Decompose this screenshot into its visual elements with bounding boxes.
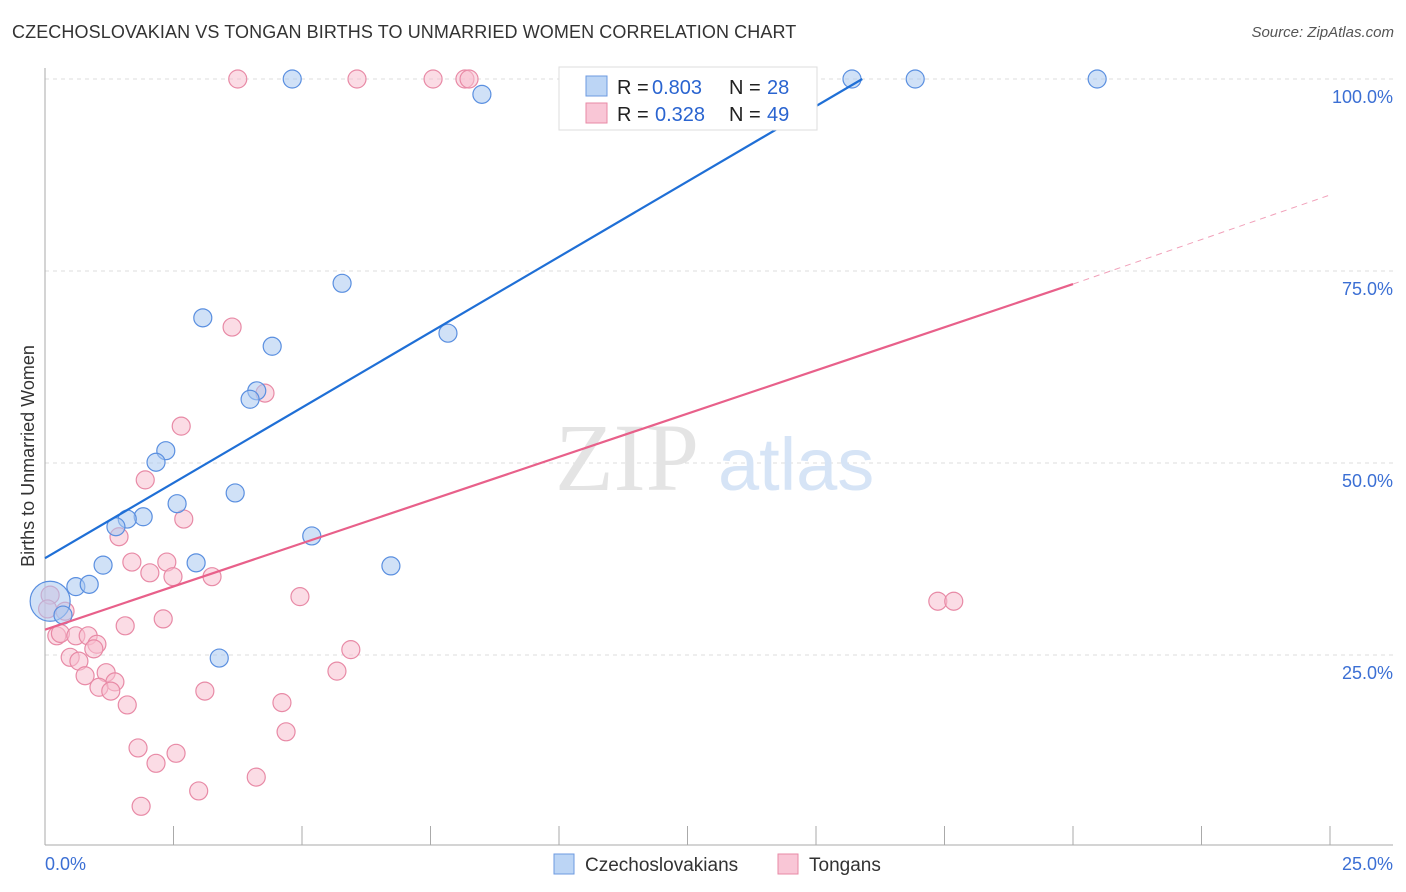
tongan-trend-line (44, 283, 1074, 631)
legend-n-label: N = (729, 77, 761, 99)
x-tick-label-max: 25.0% (1342, 854, 1393, 874)
tongan-point (115, 616, 135, 636)
czechoslovakian-point (146, 452, 166, 472)
trend-lines (44, 78, 1331, 631)
grid-lines (45, 78, 1393, 656)
czechoslovakian-point (332, 273, 352, 293)
tongan-point (189, 781, 209, 801)
y-tick-label: 50.0% (1342, 471, 1393, 491)
y-tick-label: 100.0% (1332, 87, 1393, 107)
chart-title: CZECHOSLOVAKIAN VS TONGAN BIRTHS TO UNMA… (12, 22, 797, 42)
legend-r-label: R = (617, 77, 649, 99)
tongan-point (928, 591, 948, 611)
czechoslovakian-point (93, 555, 113, 575)
tongan-point (327, 661, 347, 681)
source-label: Source: ZipAtlas.com (1251, 24, 1394, 41)
legend-swatch-tongans (585, 102, 608, 124)
legend-r-label: R = (617, 104, 649, 126)
watermark-zip: ZIP (555, 404, 699, 511)
legend-r-value: 0.328 (655, 104, 705, 126)
bottom-legend-swatch-tongans (777, 853, 799, 875)
czechoslovakian-trend-line (44, 78, 863, 560)
czechoslovakian-point (167, 494, 187, 514)
bottom-legend-tongans: Tongans (809, 855, 881, 876)
czechoslovakian-point (225, 483, 245, 503)
tongan-point (135, 470, 155, 490)
tongan-point (131, 796, 151, 816)
bottom-legend-swatch-czechoslovakians (553, 853, 575, 875)
tongan-point (84, 639, 104, 659)
czechoslovakian-point (438, 323, 458, 343)
czechoslovakian-point (186, 553, 206, 573)
tongan-point (347, 69, 367, 89)
tongan-point (171, 416, 191, 436)
y-tick-label: 75.0% (1342, 279, 1393, 299)
czechoslovakian-point (133, 507, 153, 527)
czechoslovakian-point (472, 84, 492, 104)
tongan-point (222, 317, 242, 337)
bottom-legend: Czechoslovakians Tongans (553, 853, 881, 876)
tongan-point (272, 693, 292, 713)
tongan-point (195, 681, 215, 701)
axes (44, 68, 1393, 846)
legend-n-value: 28 (767, 77, 789, 99)
tongan-point (163, 567, 183, 587)
czechoslovakian-point (1087, 69, 1107, 89)
tongan-point (423, 69, 443, 89)
czechoslovakian-point (79, 574, 99, 594)
tongan-point (117, 695, 137, 715)
tongan-point (146, 753, 166, 773)
czechoslovakian-point (209, 648, 229, 668)
tongan-point (75, 666, 95, 686)
tongan-point (153, 609, 173, 629)
czechoslovakian-point (282, 69, 302, 89)
tongan-point (166, 743, 186, 763)
points (29, 69, 1107, 816)
tongan-point (228, 69, 248, 89)
tongan-trend-extension (1072, 194, 1331, 285)
legend-n-label: N = (729, 104, 761, 126)
czechoslovakian-point (193, 308, 213, 328)
x-tick-label-min: 0.0% (45, 854, 86, 874)
watermark-atlas: atlas (718, 423, 874, 506)
legend-swatch-czechoslovakians (585, 75, 608, 97)
czechoslovakian-point (240, 389, 260, 409)
czechoslovakian-point (905, 69, 925, 89)
tongan-point (101, 681, 121, 701)
legend-r-value: 0.803 (652, 77, 702, 99)
tongan-point (128, 738, 148, 758)
y-axis-label: Births to Unmarried Women (18, 345, 38, 567)
tongan-point (140, 563, 160, 583)
tongan-point (459, 69, 479, 89)
tongan-point (122, 552, 142, 572)
tongan-point (944, 591, 964, 611)
czechoslovakian-point (381, 556, 401, 576)
y-tick-label: 25.0% (1342, 663, 1393, 683)
legend: R = 0.803 N = 28 R = 0.328 N = 49 (558, 66, 818, 131)
czechoslovakian-point (262, 336, 282, 356)
bottom-legend-czechoslovakians: Czechoslovakians (585, 855, 738, 876)
tongan-point (290, 587, 310, 607)
tongan-point (341, 640, 361, 660)
legend-n-value: 49 (767, 104, 789, 126)
tongan-point (246, 767, 266, 787)
tongan-point (276, 722, 296, 742)
